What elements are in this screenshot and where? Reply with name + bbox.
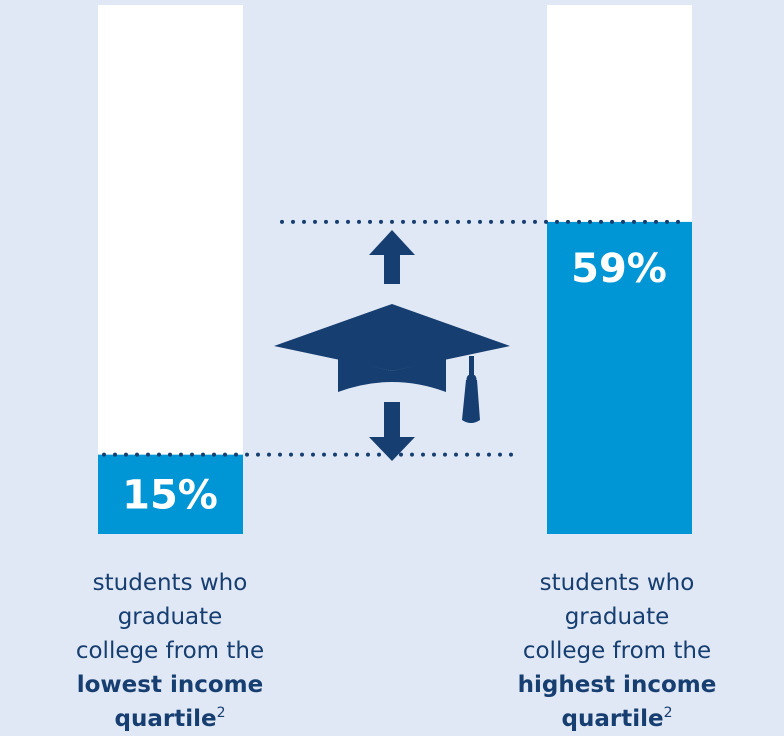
caption-emphasis-line: quartile2 [50, 702, 290, 736]
bar-label-highest: 59% [571, 246, 667, 292]
bar-track-lowest [98, 5, 243, 534]
bar-fill-lowest [98, 454, 243, 534]
bar-label-lowest: 15% [122, 472, 218, 518]
caption-lowest: students who graduate college from the l… [50, 566, 290, 736]
caption-line: students who graduate [539, 570, 695, 630]
caption-emphasis: highest income [517, 672, 717, 698]
footnote-marker: 2 [216, 705, 226, 721]
graduation-cap-icon [274, 304, 510, 423]
footnote-marker: 2 [663, 705, 673, 721]
caption-emphasis-line: quartile2 [497, 702, 737, 736]
caption-line: college from the [75, 638, 265, 664]
caption-emphasis: quartile [114, 706, 217, 732]
caption-emphasis: lowest income [76, 672, 264, 698]
chart: 15% 59% [98, 5, 692, 534]
bar-fill-highest [547, 221, 692, 534]
caption-emphasis: quartile [561, 706, 664, 732]
caption-line: college from the [522, 638, 712, 664]
arrow-up-icon [369, 230, 415, 284]
caption-highest: students who graduate college from the h… [497, 566, 737, 736]
caption-line: students who graduate [92, 570, 248, 630]
arrow-down-icon [369, 402, 415, 461]
